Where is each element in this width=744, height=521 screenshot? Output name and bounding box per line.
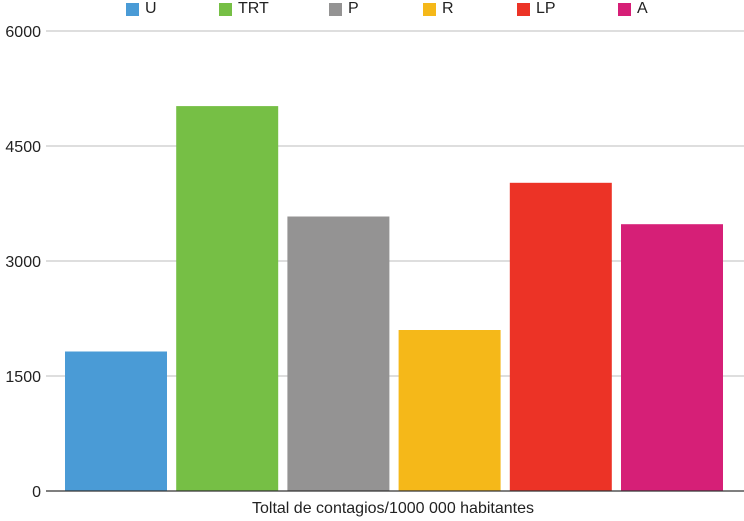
bar-r xyxy=(398,330,501,491)
legend-label-lp: LP xyxy=(536,0,556,17)
legend-label-p: P xyxy=(348,0,359,17)
legend-item-r: R xyxy=(423,0,454,18)
legend-swatch-lp xyxy=(517,2,530,16)
y-tick-label: 3000 xyxy=(5,254,41,271)
legend-swatch-trt xyxy=(219,2,232,16)
bar-lp xyxy=(509,182,612,492)
bar-p xyxy=(287,216,390,491)
legend-swatch-p xyxy=(329,2,342,16)
legend-item-lp: LP xyxy=(517,0,556,18)
legend-label-u: U xyxy=(145,0,157,17)
legend-item-p: P xyxy=(329,0,359,18)
legend: U TRT P R LP A xyxy=(0,0,744,20)
legend-label-trt: TRT xyxy=(238,0,269,17)
y-tick-label: 1500 xyxy=(5,369,41,386)
bar-u xyxy=(65,351,167,491)
bar-a xyxy=(621,224,723,491)
legend-label-a: A xyxy=(637,0,648,17)
y-tick-label: 0 xyxy=(32,484,41,501)
legend-swatch-r xyxy=(423,2,436,16)
bars xyxy=(65,106,723,492)
legend-item-u: U xyxy=(126,0,157,18)
bar-trt xyxy=(176,106,279,491)
legend-label-r: R xyxy=(442,0,454,17)
x-axis-label: Toltal de contagios/1000 000 habitantes xyxy=(252,500,534,517)
y-tick-label: 4500 xyxy=(5,139,41,156)
legend-item-a: A xyxy=(618,0,648,18)
legend-item-trt: TRT xyxy=(219,0,269,18)
legend-swatch-a xyxy=(618,2,631,16)
y-tick-labels: 0 1500 3000 4500 6000 xyxy=(5,24,41,501)
legend-swatch-u xyxy=(126,2,139,16)
y-tick-label: 6000 xyxy=(5,24,41,41)
